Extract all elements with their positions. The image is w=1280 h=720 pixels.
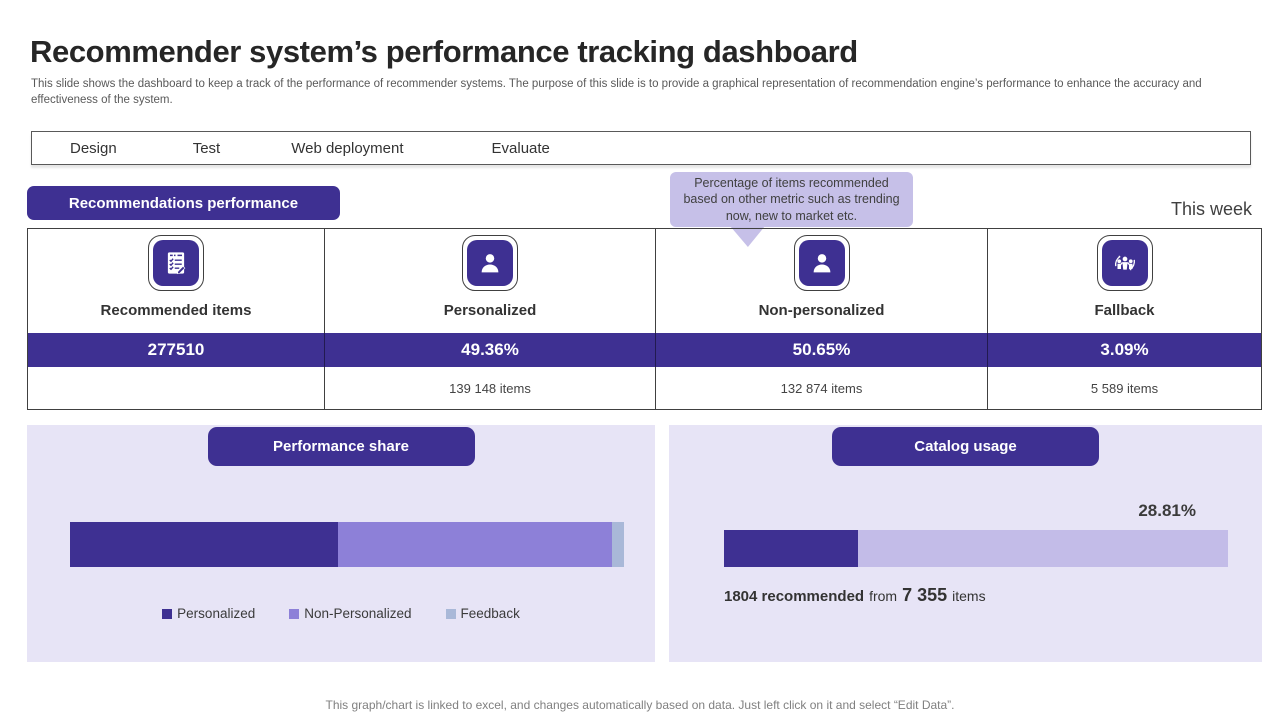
tab-design[interactable]: Design [70,139,117,157]
metric-fallback: Fallback [987,229,1261,333]
metrics-items-row: 139 148 items 132 874 items 5 589 items [28,367,1261,409]
legend-swatch [289,608,300,619]
caption-total-count: 7 355 [902,585,948,605]
metric-items: 132 874 items [655,367,987,409]
chart-legend: Personalized Non-Personalized Feedback [27,606,655,621]
legend-swatch [162,608,173,619]
caption-recommended-count: 1804 recommended [724,588,865,605]
checklist-icon [153,240,199,286]
metric-items: 139 148 items [324,367,655,409]
tooltip-bubble: Percentage of items recommended based on… [670,172,913,227]
metric-label: Personalized [443,302,537,319]
metric-value: 3.09% [987,333,1261,367]
footer-note: This graph/chart is linked to excel, and… [325,698,955,712]
catalog-usage-progress-track [724,530,1228,567]
recommendations-performance-button[interactable]: Recommendations performance [27,186,340,220]
catalog-usage-progress-fill [724,530,859,567]
metric-label: Non-personalized [758,302,885,319]
legend-label: Non-Personalized [304,606,412,621]
metric-non-personalized: Non-personalized [655,229,987,333]
metric-items: 5 589 items [987,367,1261,409]
catalog-usage-button[interactable]: Catalog usage [832,427,1099,466]
metric-label: Recommended items [100,302,252,319]
metrics-table: Recommended items Personalized [27,228,1262,410]
catalog-usage-percent: 28.81% [1138,501,1196,520]
legend-item-personalized: Personalized [162,606,255,621]
tab-evaluate[interactable]: Evaluate [491,139,550,157]
performance-share-stacked-bar [70,522,624,567]
bar-segment-non-personalized [338,522,612,567]
tab-web-deployment[interactable]: Web deployment [291,139,404,157]
period-label: This week [1170,199,1252,219]
metric-value: 277510 [28,333,324,367]
metric-value: 50.65% [655,333,987,367]
metrics-value-row: 277510 49.36% 50.65% 3.09% [28,333,1261,367]
user-icon [467,240,513,286]
bar-segment-personalized [70,522,339,567]
performance-share-panel: Performance share Personalized Non-Perso… [27,425,655,662]
caption-from: from [869,588,898,604]
legend-label: Personalized [177,606,256,621]
page-subtitle: This slide shows the dashboard to keep a… [31,78,1202,106]
tab-test[interactable]: Test [192,139,221,157]
user-icon [798,240,845,286]
legend-item-feedback: Feedback [445,606,520,621]
people-sync-icon [1101,240,1148,286]
performance-share-button[interactable]: Performance share [207,427,475,466]
bar-segment-feedback [611,522,624,567]
metrics-header-row: Recommended items Personalized [28,229,1261,333]
metric-items [28,367,324,409]
legend-label: Feedback [460,606,520,621]
metric-personalized: Personalized [324,229,655,333]
metric-value: 49.36% [324,333,655,367]
legend-swatch [445,608,456,619]
process-tab-bar: Design Test Web deployment Evaluate [31,131,1251,165]
catalog-usage-panel: Catalog usage 28.81% 1804 recommended fr… [669,425,1262,662]
metric-recommended-items: Recommended items [28,229,324,333]
metric-label: Fallback [1094,302,1155,319]
legend-item-non-personalized: Non-Personalized [289,606,412,621]
caption-items: items [952,588,986,604]
catalog-usage-caption: 1804 recommended from 7 355 items [724,585,986,606]
page-title: Recommender system’s performance trackin… [30,34,858,69]
